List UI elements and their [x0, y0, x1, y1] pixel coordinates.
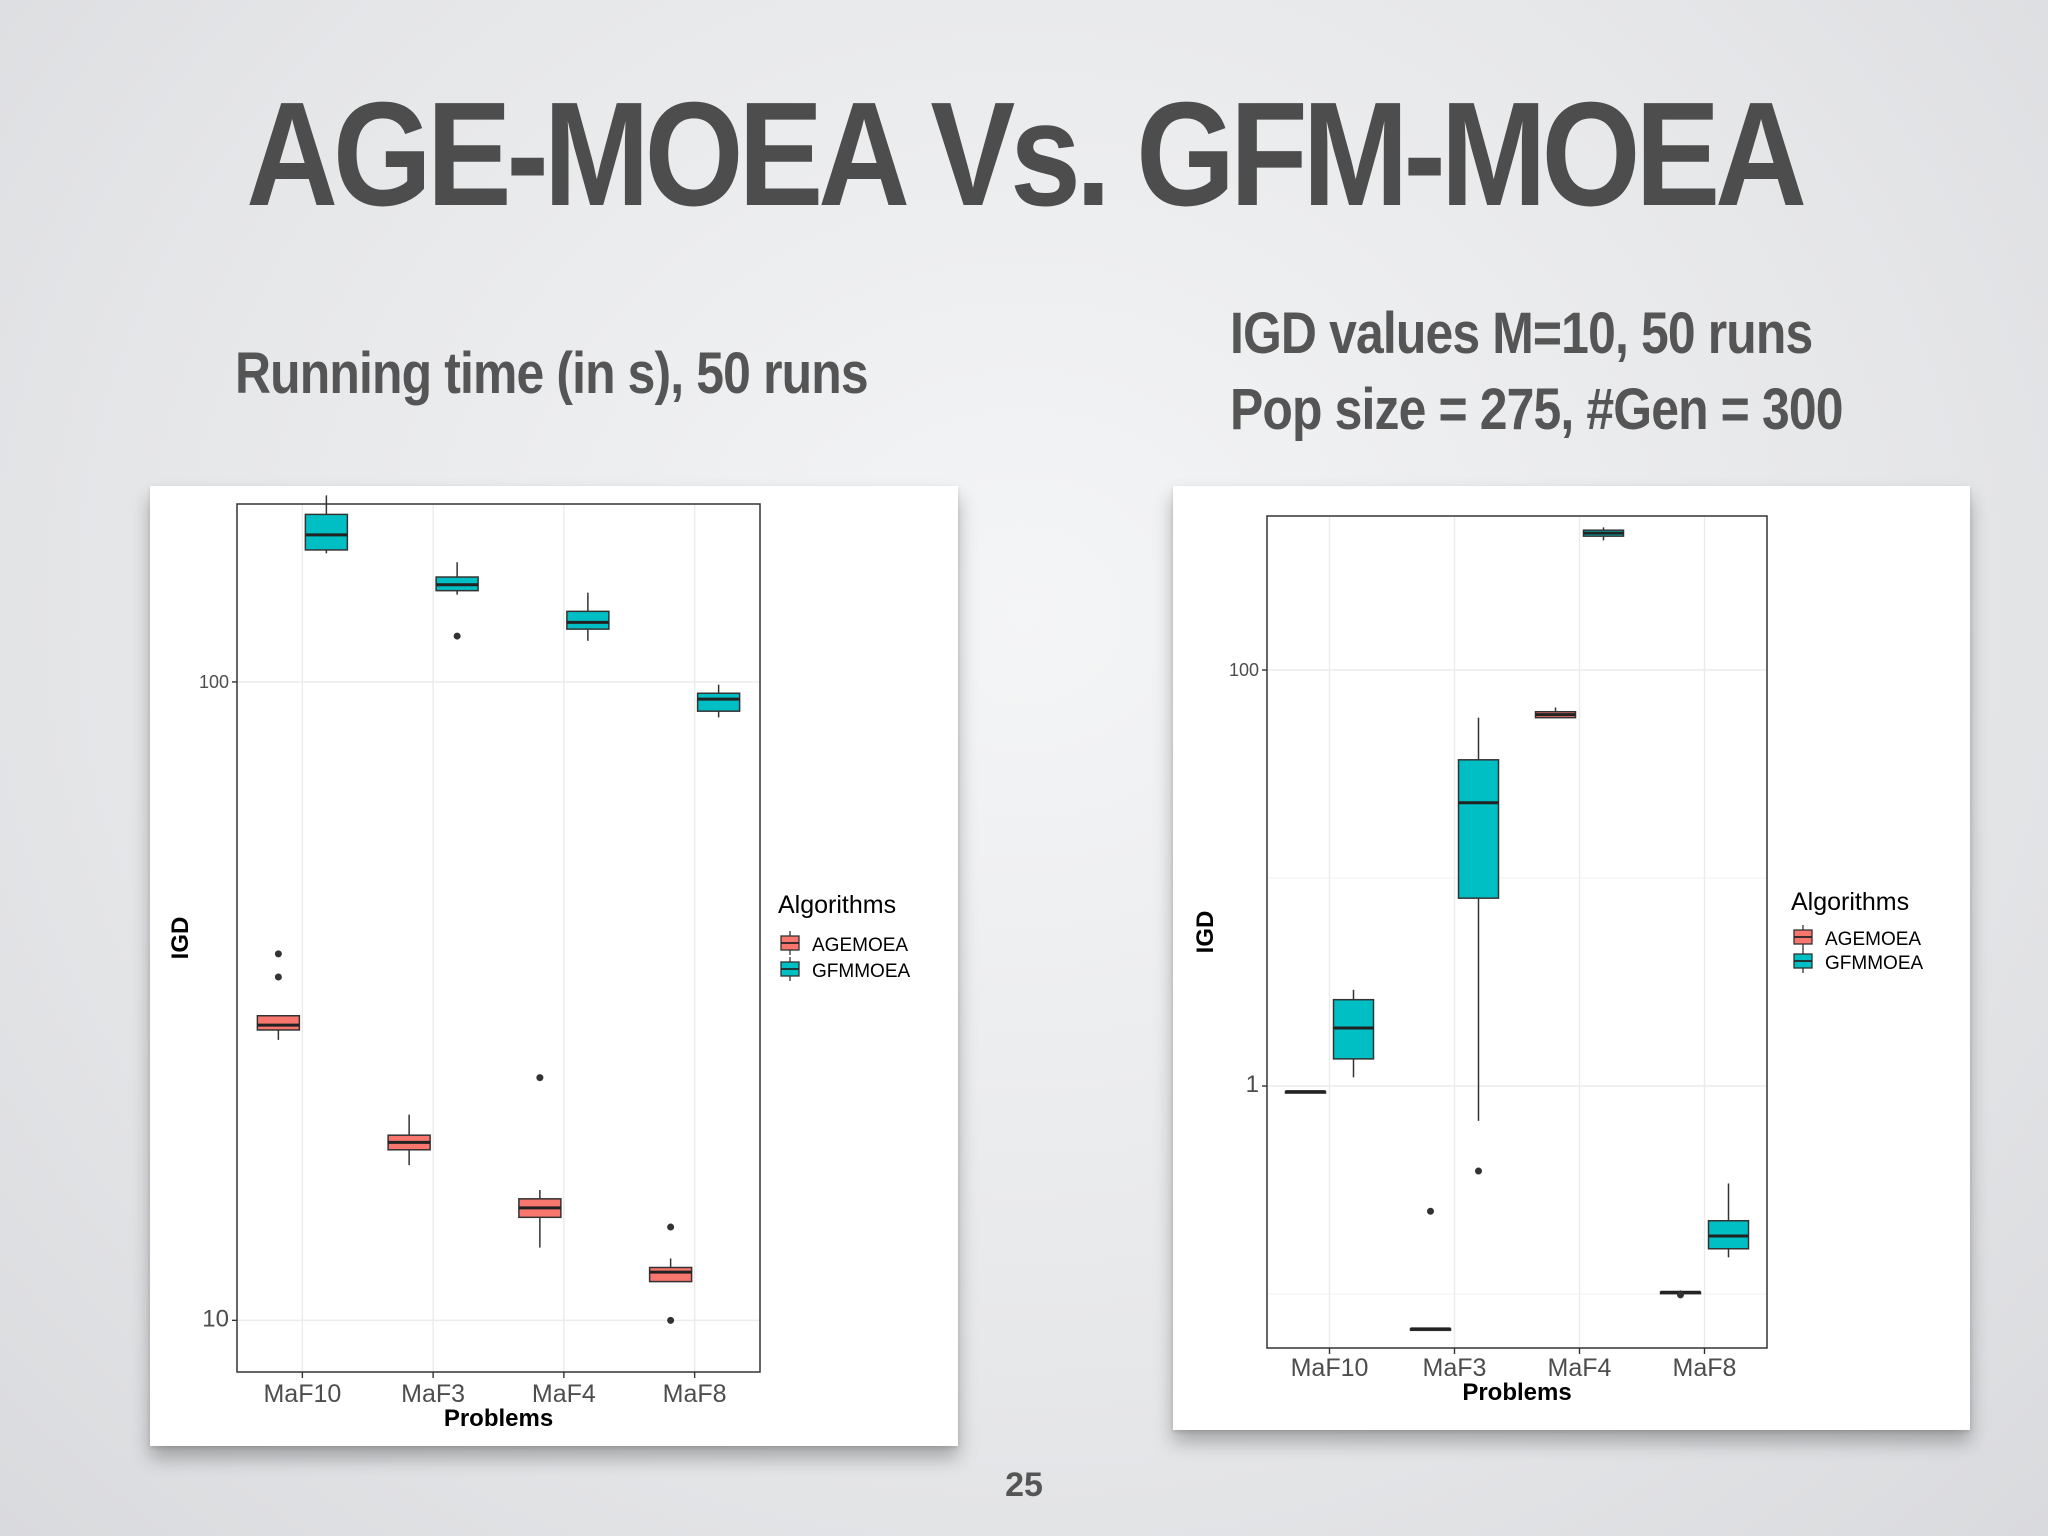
- boxplot-running-time: 100 10 MaF10 MaF3 MaF4 MaF8 Problems IGD Algorit…: [167, 495, 910, 1432]
- x-axis-title: Problems: [444, 1405, 553, 1432]
- subtitle-running-time: Running time (in s), 50 runs: [235, 336, 869, 412]
- outlier-point-agemoea-maf10: [274, 973, 282, 981]
- outlier-point-agemoea-maf8: [1677, 1291, 1684, 1299]
- chart-card-left: 100 10 MaF10 MaF3 MaF4 MaF8 Problems IGD Algorit…: [150, 486, 958, 1446]
- legend-label-gfmmoea: GFMMOEA: [1825, 953, 1923, 974]
- plot-panel: [237, 504, 760, 1372]
- legend-title: Algorithms: [1791, 888, 1909, 916]
- x-tick-label-maf8: MaF8: [663, 1380, 727, 1408]
- box-agemoea-maf10: [256, 1015, 301, 1031]
- legend-label-gfmmoea: GFMMOEA: [812, 961, 910, 982]
- box-gfmmoea-maf4: [566, 610, 610, 630]
- x-tick-label-maf3: MaF3: [1423, 1354, 1487, 1382]
- x-tick-label-maf3: MaF3: [401, 1380, 465, 1408]
- legend-label-agemoea: AGEMOEA: [812, 935, 908, 956]
- outlier-point-agemoea-maf3: [1427, 1207, 1434, 1215]
- panel-border: [236, 503, 761, 1373]
- x-tick-label-maf4: MaF4: [532, 1380, 596, 1408]
- subtitle-left-line: Running time (in s), 50 runs: [235, 341, 869, 406]
- y-axis-title: IGD: [1192, 911, 1219, 954]
- outlier-point-gfmmoea-maf3: [453, 632, 461, 640]
- page-number: 25: [1005, 1466, 1043, 1504]
- y-tick-label-1: 1: [1246, 1071, 1259, 1098]
- outlier-point-agemoea-maf8: [667, 1223, 675, 1231]
- outlier-point-gfmmoea-maf3: [1475, 1167, 1482, 1175]
- plot-panel: [1267, 516, 1767, 1348]
- boxplot-igd-values: 100 1 MaF10 MaF3 MaF4 MaF8 Problems IGD Algorith…: [1192, 515, 1923, 1406]
- y-tick-label-10: 10: [202, 1305, 229, 1332]
- y-tick-label-100: 100: [1229, 660, 1259, 680]
- legend-label-agemoea: AGEMOEA: [1825, 929, 1921, 950]
- chart-card-right: 100 1 MaF10 MaF3 MaF4 MaF8 Problems IGD Algorith…: [1173, 486, 1970, 1430]
- subtitle-right-line-1: IGD values M=10, 50 runs: [1230, 301, 1813, 366]
- box-gfmmoea-maf10: [304, 513, 349, 551]
- box-gfmmoea-maf3: [1457, 759, 1500, 899]
- x-axis-title: Problems: [1462, 1379, 1571, 1406]
- box-gfmmoea-maf8: [696, 692, 741, 712]
- x-tick-label-maf10: MaF10: [263, 1380, 341, 1408]
- outlier-point-agemoea-maf8: [667, 1316, 675, 1324]
- x-tick-label-maf10: MaF10: [1291, 1354, 1369, 1382]
- subtitle-igd-values: IGD values M=10, 50 runs Pop size = 275,…: [1230, 296, 1843, 448]
- slide-title: AGE-MOEA Vs. GFM-MOEA: [246, 72, 1807, 237]
- x-tick-label-maf4: MaF4: [1548, 1354, 1612, 1382]
- box-agemoea-maf8: [648, 1266, 693, 1283]
- legend-title: Algorithms: [778, 891, 896, 919]
- panel-border: [1266, 515, 1768, 1349]
- outlier-point-agemoea-maf10: [274, 950, 282, 958]
- subtitle-right-line-2: Pop size = 275, #Gen = 300: [1230, 377, 1843, 442]
- y-tick-label-100: 100: [199, 672, 229, 692]
- y-axis-title: IGD: [167, 917, 194, 960]
- x-tick-label-maf8: MaF8: [1673, 1354, 1737, 1382]
- outlier-point-agemoea-maf4: [536, 1074, 544, 1082]
